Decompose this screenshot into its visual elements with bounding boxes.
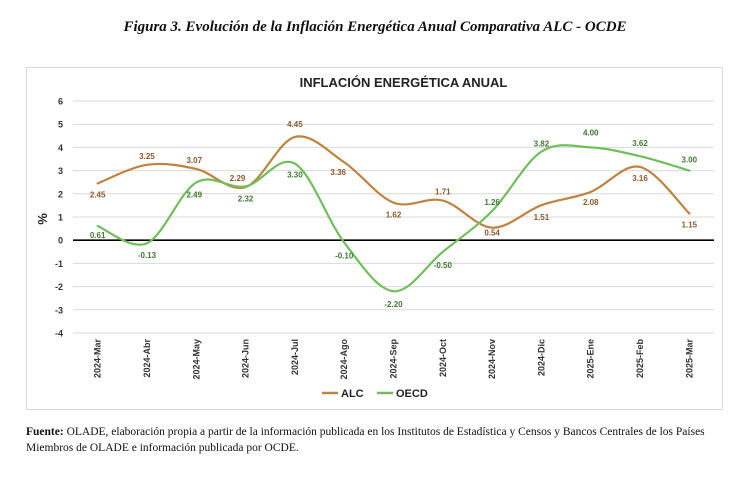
data-point-alc [688,212,690,214]
y-tick-label: 4 [58,143,63,153]
data-label-oecd: 0.61 [90,231,106,240]
series-line-alc [96,135,691,229]
figure-title: Figura 3. Evolución de la Inflación Ener… [123,19,627,35]
y-tick-label: -2 [55,282,63,292]
data-point-alc [294,136,296,138]
y-tick-label: 6 [58,97,63,107]
y-tick-label: 1 [58,213,63,223]
data-label-alc: 3.25 [139,152,155,161]
data-label-alc: 1.51 [534,213,550,222]
x-tick-label: 2024-Nov [487,339,497,379]
data-point-alc [442,199,444,201]
chart-title: INFLACIÓN ENERGÉTICA ANUAL [300,75,508,90]
data-point-oecd [491,210,493,212]
data-label-alc: 3.07 [186,156,202,165]
x-tick-label: 2024-Dic [536,339,546,376]
data-label-alc: 1.71 [435,188,451,197]
data-label-oecd: 4.00 [583,128,599,137]
y-axis-label: % [35,213,50,225]
data-label-alc: 2.29 [230,174,246,183]
legend-label-alc: ALC [341,388,364,400]
data-label-oecd: -0.10 [335,252,354,261]
data-point-alc [590,191,592,193]
x-tick-label: 2025-Mar [684,339,694,379]
x-tick-label: 2024-Jul [290,339,300,375]
x-tick-label: 2024-Sep [389,339,399,379]
data-label-alc: 3.36 [330,168,346,177]
y-tick-label: -1 [55,259,63,269]
series-line-oecd [96,144,691,293]
data-label-oecd: 1.26 [484,198,500,207]
data-label-oecd: 3.62 [632,139,648,148]
x-tick-label: 2025-Feb [635,339,645,379]
data-point-alc [639,166,641,168]
data-point-oecd [639,155,641,157]
data-point-oecd [343,241,345,243]
data-point-oecd [244,185,246,187]
x-tick-label: 2024-Jun [241,339,251,378]
data-label-oecd: 3.30 [287,171,303,180]
data-label-alc: 0.54 [484,229,500,238]
data-label-alc: 2.45 [90,190,106,199]
y-tick-label: 5 [58,120,63,130]
data-point-oecd [540,150,542,152]
data-label-alc: 1.15 [682,221,698,230]
data-label-oecd: -2.20 [384,300,403,309]
data-label-alc: 3.16 [632,174,648,183]
source-text: OLADE, elaboración propia a partir de la… [26,426,705,454]
x-tick-label: 2024-Ago [339,339,349,380]
data-label-alc: 1.62 [386,211,402,220]
data-point-alc [96,182,98,184]
data-point-oecd [96,225,98,227]
y-tick-label: -3 [55,305,63,315]
data-point-oecd [294,162,296,164]
data-point-oecd [590,146,592,148]
data-label-oecd: -0.13 [138,251,157,260]
x-tick-label: 2024-May [191,339,201,380]
source-note: Fuente: OLADE, elaboración propia a part… [26,424,726,456]
data-point-oecd [442,251,444,253]
data-label-oecd: 2.32 [238,194,254,203]
x-tick-label: 2024-Oct [438,339,448,377]
data-point-alc [195,168,197,170]
data-label-alc: 4.45 [287,120,303,129]
data-point-alc [343,161,345,163]
data-label-alc: 2.08 [583,198,599,207]
x-tick-label: 2025-Ene [586,339,596,379]
x-tick-label: 2024-Mar [93,339,103,379]
data-label-oecd: 3.00 [682,156,698,165]
data-point-alc [146,164,148,166]
data-point-alc [540,204,542,206]
y-tick-label: 2 [58,189,63,199]
x-tick-label: 2024-Abr [142,339,152,378]
data-point-oecd [195,181,197,183]
data-point-alc [392,201,394,203]
y-tick-label: 0 [58,236,63,246]
source-label: Fuente: [26,426,64,438]
y-tick-label: -4 [55,329,63,339]
y-tick-label: 3 [58,166,63,176]
data-label-oecd: -0.50 [434,261,453,270]
data-label-oecd: 2.49 [186,190,202,199]
data-point-oecd [146,242,148,244]
data-point-oecd [392,290,394,292]
data-point-oecd [688,169,690,171]
legend-label-oecd: OECD [396,388,428,400]
data-label-oecd: 3.82 [534,140,550,149]
